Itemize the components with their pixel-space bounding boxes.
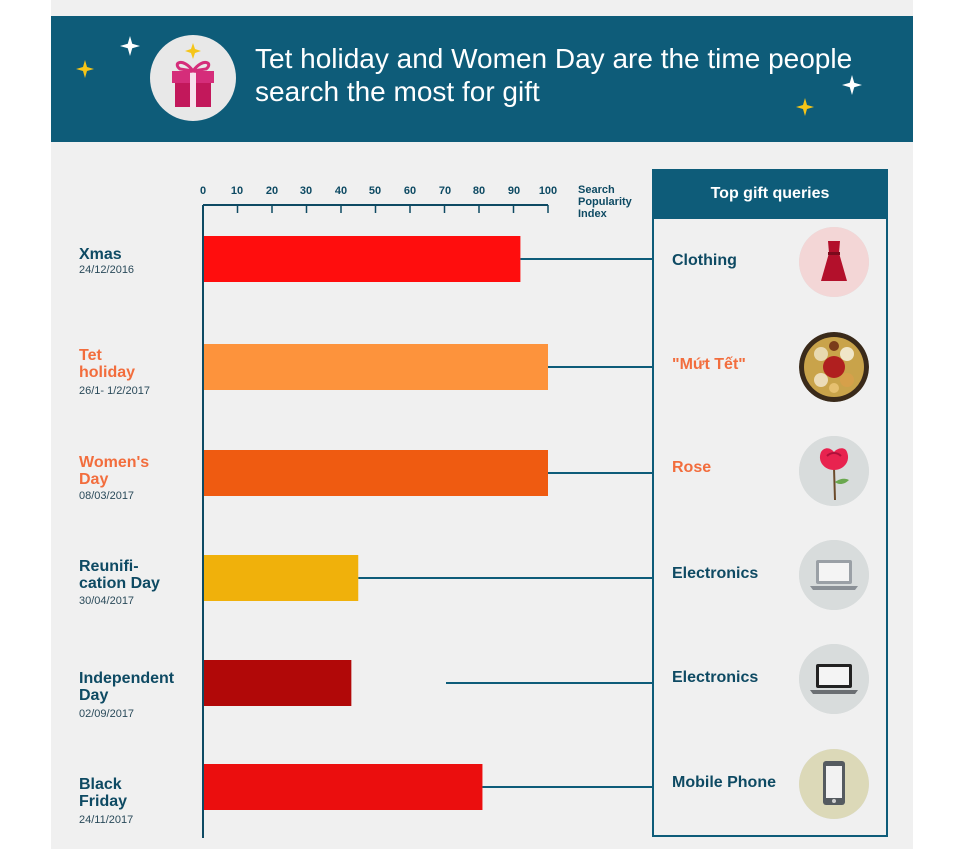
- category-label-line: Xmas: [79, 246, 122, 263]
- x-axis-label-line: Index: [578, 208, 607, 220]
- category-label-womens-day: Women's Day: [79, 454, 149, 488]
- query-label: Clothing: [672, 252, 737, 269]
- x-tick-label: 60: [403, 185, 417, 197]
- x-axis-label-line: Popularity: [578, 196, 632, 208]
- x-tick-label: 80: [472, 185, 486, 197]
- sparkle-icon: [120, 36, 140, 56]
- chart-title: Tet holiday and Women Day are the time p…: [255, 43, 853, 107]
- bar: [204, 660, 352, 706]
- dress-icon: [799, 227, 869, 297]
- category-date: 30/04/2017: [79, 595, 135, 607]
- query-label: Electronics: [672, 565, 759, 582]
- category-date: 24/11/2017: [79, 814, 134, 826]
- bar: [204, 450, 548, 496]
- query-label: Rose: [672, 459, 712, 476]
- category-label-tet: Tet holiday: [79, 347, 135, 381]
- x-tick-label: 40: [334, 185, 348, 197]
- rose-icon: [799, 436, 869, 506]
- category-label-independent-day: Independent Day: [79, 670, 174, 704]
- sparkle-icon: [796, 98, 814, 116]
- category-label-line: Women's: [79, 454, 150, 471]
- x-tick-label: 90: [507, 185, 521, 197]
- x-axis-label-line: Search: [578, 184, 615, 196]
- laptop-icon: [799, 540, 869, 610]
- top-queries-header: Top gift queries: [652, 169, 888, 219]
- x-tick-label: 0: [199, 185, 207, 197]
- bar: [204, 764, 483, 810]
- category-label-line: Day: [79, 687, 109, 704]
- category-date: 26/1- 1/2/2017: [79, 385, 150, 397]
- query-label: "Mứt Tết": [672, 356, 746, 373]
- category-label-line: Reunifi-: [79, 558, 139, 575]
- category-label-line: Black: [79, 776, 122, 793]
- x-tick-label: 20: [265, 185, 279, 197]
- x-tick-label: 30: [299, 185, 313, 197]
- x-axis-label: Search Popularity Index: [578, 184, 648, 220]
- x-tick-label: 10: [230, 185, 244, 197]
- category-date: 08/03/2017: [79, 490, 135, 502]
- category-label-line: Tet: [79, 347, 102, 364]
- category-label-black-friday: Black Friday: [79, 776, 127, 810]
- category-label-line: holiday: [79, 364, 136, 381]
- gift-icon: [150, 35, 236, 121]
- category-label-xmas: Xmas: [79, 246, 122, 263]
- query-label: Electronics: [672, 669, 759, 686]
- bar: [204, 236, 521, 282]
- category-label-reunification-day: Reunifi- cation Day: [79, 558, 160, 592]
- category-label-line: Day: [79, 471, 109, 488]
- query-label: Mobile Phone: [672, 774, 776, 791]
- x-tick-label: 100: [538, 185, 558, 197]
- bar: [204, 555, 359, 601]
- sparkle-icon: [842, 75, 862, 95]
- mobile-phone-icon: [799, 749, 869, 819]
- x-tick-label: 70: [438, 185, 452, 197]
- laptop-icon: [799, 644, 869, 714]
- category-date: 02/09/2017: [79, 708, 135, 720]
- bar: [204, 344, 548, 390]
- category-label-line: cation Day: [79, 575, 160, 592]
- x-tick-label: 50: [368, 185, 382, 197]
- category-label-line: Independent: [79, 670, 175, 687]
- candied-fruit-tray-icon: [799, 332, 869, 402]
- category-date: 24/12/2016: [79, 264, 135, 276]
- sparkle-icon: [76, 60, 94, 78]
- category-label-line: Friday: [79, 793, 128, 810]
